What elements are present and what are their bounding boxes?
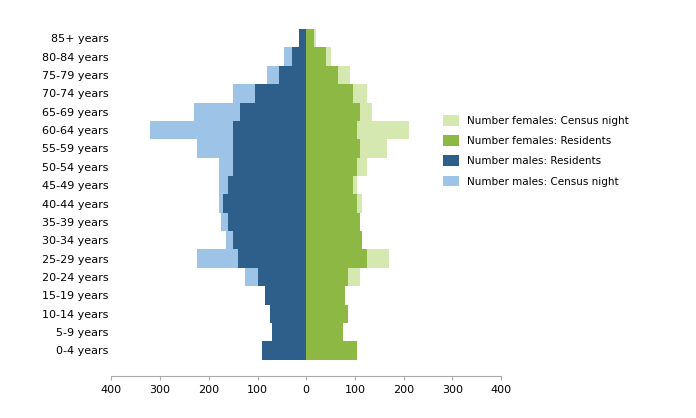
Bar [306, 84, 367, 102]
Bar [238, 250, 306, 268]
Bar [150, 121, 306, 139]
Bar [306, 176, 352, 194]
Bar [306, 66, 338, 84]
Bar [265, 286, 306, 305]
Bar [223, 194, 306, 213]
Bar [306, 323, 343, 342]
Bar [299, 29, 306, 47]
Bar [306, 305, 348, 323]
Bar [306, 194, 363, 213]
Bar [228, 176, 306, 194]
Bar [219, 158, 306, 176]
Bar [285, 47, 306, 66]
Bar [233, 121, 306, 139]
Bar [306, 121, 409, 139]
Bar [306, 139, 387, 158]
Bar [272, 286, 306, 305]
Bar [282, 323, 306, 342]
Bar [306, 213, 360, 231]
Bar [306, 286, 345, 305]
Bar [306, 102, 360, 121]
Bar [269, 305, 306, 323]
Bar [219, 176, 306, 194]
Bar [306, 342, 358, 359]
Bar [306, 305, 348, 323]
Bar [306, 102, 372, 121]
Bar [306, 47, 331, 66]
Bar [306, 176, 358, 194]
Bar [262, 342, 306, 359]
Bar [228, 213, 306, 231]
Bar [272, 323, 306, 342]
Bar [306, 29, 313, 47]
Bar [233, 231, 306, 250]
Bar [226, 231, 306, 250]
Bar [306, 66, 350, 84]
Bar [280, 342, 306, 359]
Bar [219, 194, 306, 213]
Bar [306, 121, 358, 139]
Bar [306, 268, 348, 286]
Bar [306, 231, 363, 250]
Bar [233, 139, 306, 158]
Bar [280, 66, 306, 84]
Bar [306, 342, 358, 359]
Bar [233, 84, 306, 102]
Bar [306, 47, 326, 66]
Bar [299, 29, 306, 47]
Bar [306, 286, 345, 305]
Bar [306, 158, 358, 176]
Bar [241, 102, 306, 121]
Bar [233, 158, 306, 176]
Bar [306, 213, 360, 231]
Bar [221, 213, 306, 231]
Bar [277, 305, 306, 323]
Bar [306, 29, 316, 47]
Bar [245, 268, 306, 286]
Legend: Number females: Census night, Number females: Residents, Number males: Residents: Number females: Census night, Number fem… [441, 112, 633, 190]
Bar [306, 158, 367, 176]
Bar [267, 66, 306, 84]
Bar [306, 139, 360, 158]
Bar [306, 194, 358, 213]
Bar [306, 250, 389, 268]
Bar [306, 268, 360, 286]
Bar [292, 47, 306, 66]
Bar [306, 323, 343, 342]
Bar [306, 231, 363, 250]
Bar [306, 84, 352, 102]
Bar [194, 102, 306, 121]
Bar [197, 139, 306, 158]
Bar [197, 250, 306, 268]
Bar [255, 84, 306, 102]
Bar [306, 250, 367, 268]
Bar [258, 268, 306, 286]
